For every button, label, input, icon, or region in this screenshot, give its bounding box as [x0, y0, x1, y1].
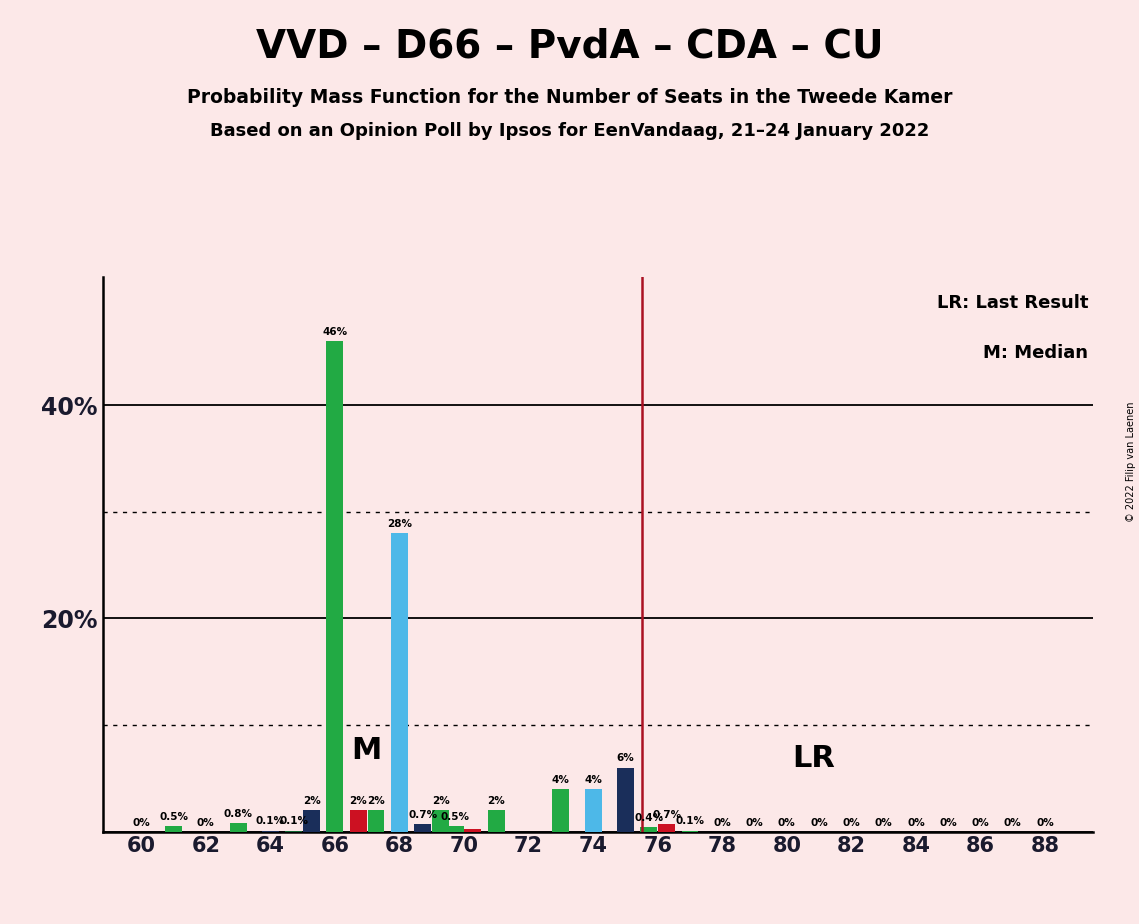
- Bar: [658, 824, 675, 832]
- Text: 2%: 2%: [487, 796, 506, 806]
- Text: VVD – D66 – PvdA – CDA – CU: VVD – D66 – PvdA – CDA – CU: [255, 28, 884, 66]
- Bar: [303, 810, 320, 832]
- Text: 0.8%: 0.8%: [223, 808, 253, 819]
- Text: LR: Last Result: LR: Last Result: [937, 294, 1089, 311]
- Text: 0.5%: 0.5%: [159, 812, 188, 822]
- Bar: [286, 831, 302, 832]
- Text: 0.1%: 0.1%: [256, 816, 285, 826]
- Bar: [165, 826, 182, 832]
- Bar: [262, 831, 279, 832]
- Bar: [432, 810, 449, 832]
- Text: 0.1%: 0.1%: [675, 816, 704, 826]
- Text: 0%: 0%: [132, 819, 150, 829]
- Bar: [487, 810, 505, 832]
- Text: 6%: 6%: [616, 753, 634, 763]
- Text: 0%: 0%: [746, 819, 763, 829]
- Bar: [681, 831, 698, 832]
- Text: Probability Mass Function for the Number of Seats in the Tweede Kamer: Probability Mass Function for the Number…: [187, 88, 952, 107]
- Text: Based on an Opinion Poll by Ipsos for EenVandaag, 21–24 January 2022: Based on an Opinion Poll by Ipsos for Ee…: [210, 122, 929, 140]
- Text: 0%: 0%: [197, 819, 214, 829]
- Text: 2%: 2%: [350, 796, 367, 806]
- Text: 2%: 2%: [367, 796, 385, 806]
- Bar: [368, 810, 385, 832]
- Bar: [415, 824, 432, 832]
- Bar: [640, 827, 657, 832]
- Text: 2%: 2%: [303, 796, 320, 806]
- Text: 0%: 0%: [875, 819, 893, 829]
- Text: 0%: 0%: [940, 819, 957, 829]
- Text: 0%: 0%: [843, 819, 860, 829]
- Text: 0%: 0%: [778, 819, 796, 829]
- Text: 0%: 0%: [713, 819, 731, 829]
- Bar: [617, 768, 633, 832]
- Text: 0%: 0%: [1036, 819, 1054, 829]
- Text: 28%: 28%: [387, 518, 412, 529]
- Bar: [350, 810, 367, 832]
- Bar: [584, 789, 601, 832]
- Bar: [465, 830, 482, 832]
- Bar: [327, 341, 343, 832]
- Text: © 2022 Filip van Laenen: © 2022 Filip van Laenen: [1126, 402, 1136, 522]
- Bar: [552, 789, 570, 832]
- Text: 4%: 4%: [584, 774, 603, 784]
- Text: 0%: 0%: [1003, 819, 1022, 829]
- Text: M: M: [351, 736, 382, 765]
- Text: LR: LR: [793, 744, 835, 773]
- Text: 2%: 2%: [432, 796, 450, 806]
- Text: 0.1%: 0.1%: [279, 816, 309, 826]
- Text: 0.5%: 0.5%: [441, 812, 469, 822]
- Bar: [230, 823, 246, 832]
- Text: 46%: 46%: [322, 327, 347, 337]
- Text: 0%: 0%: [810, 819, 828, 829]
- Bar: [391, 533, 408, 832]
- Bar: [446, 826, 464, 832]
- Text: 0.7%: 0.7%: [408, 809, 437, 820]
- Text: 0.4%: 0.4%: [634, 813, 663, 823]
- Text: 0%: 0%: [907, 819, 925, 829]
- Text: 4%: 4%: [552, 774, 570, 784]
- Text: 0.7%: 0.7%: [652, 809, 681, 820]
- Text: M: Median: M: Median: [983, 344, 1089, 361]
- Text: 0%: 0%: [972, 819, 990, 829]
